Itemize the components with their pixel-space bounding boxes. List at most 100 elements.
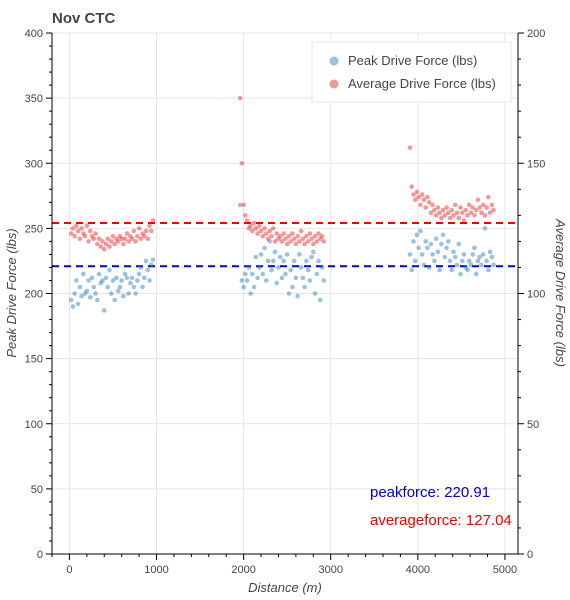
legend-marker-average bbox=[329, 79, 339, 89]
average-point bbox=[425, 194, 430, 200]
average-point bbox=[435, 205, 441, 210]
peak-point bbox=[463, 265, 469, 270]
peak-point bbox=[131, 284, 137, 290]
peak-point bbox=[411, 239, 416, 244]
peak-point bbox=[267, 239, 273, 244]
average-point bbox=[122, 236, 128, 242]
legend-label-average: Average Drive Force (lbs) bbox=[348, 76, 496, 91]
peak-point bbox=[484, 258, 489, 264]
average-point bbox=[108, 239, 114, 244]
average-point bbox=[432, 207, 437, 213]
peak-point bbox=[86, 278, 91, 283]
average-point bbox=[126, 239, 131, 244]
peak-point bbox=[487, 249, 493, 255]
average-point bbox=[307, 231, 313, 236]
average-point bbox=[491, 207, 496, 213]
peak-point bbox=[439, 241, 444, 247]
peak-point bbox=[110, 278, 116, 283]
y-tick-label: 400 bbox=[25, 28, 43, 40]
average-point bbox=[269, 233, 274, 239]
peak-point bbox=[489, 254, 495, 260]
average-point bbox=[482, 213, 488, 218]
average-point bbox=[79, 226, 84, 231]
peak-point bbox=[121, 293, 126, 299]
average-point bbox=[316, 231, 321, 236]
x-axis-label: Distance (m) bbox=[248, 580, 322, 595]
average-point bbox=[421, 197, 427, 203]
peak-point bbox=[419, 252, 425, 257]
legend-label-peak: Peak Drive Force (lbs) bbox=[348, 53, 477, 68]
average-point bbox=[486, 194, 491, 200]
average-point bbox=[101, 246, 107, 252]
average-point bbox=[145, 236, 151, 242]
peak-point bbox=[288, 267, 293, 273]
peak-point bbox=[314, 271, 320, 277]
peak-point bbox=[117, 284, 123, 290]
peak-point bbox=[482, 226, 488, 231]
average-point bbox=[84, 223, 90, 229]
peak-point bbox=[440, 232, 446, 238]
peak-point bbox=[461, 252, 467, 257]
peak-point bbox=[428, 241, 434, 247]
peak-point bbox=[258, 252, 264, 257]
average-point bbox=[428, 210, 434, 216]
average-point bbox=[433, 213, 439, 218]
peak-point bbox=[451, 249, 456, 255]
peak-point bbox=[442, 254, 448, 260]
average-point bbox=[468, 210, 474, 216]
peak-point bbox=[466, 258, 472, 264]
peak-point bbox=[277, 254, 283, 260]
average-point bbox=[444, 205, 449, 210]
average-point bbox=[107, 244, 112, 249]
average-point bbox=[314, 239, 320, 244]
peak-point bbox=[107, 267, 112, 273]
peak-point bbox=[88, 295, 93, 300]
peak-point bbox=[270, 258, 276, 264]
peak-point bbox=[298, 265, 304, 270]
average-point bbox=[442, 213, 448, 218]
average-point bbox=[124, 231, 130, 236]
y-tick-label: 200 bbox=[25, 289, 43, 301]
average-point bbox=[473, 207, 479, 213]
average-point bbox=[243, 213, 248, 218]
average-point bbox=[317, 236, 323, 242]
average-point bbox=[82, 233, 88, 239]
average-point bbox=[300, 236, 306, 242]
average-point bbox=[270, 226, 276, 231]
average-point bbox=[480, 202, 486, 208]
peak-point bbox=[297, 252, 302, 257]
peak-point bbox=[456, 241, 462, 247]
peak-point bbox=[84, 288, 90, 294]
peak-point bbox=[251, 284, 257, 290]
average-point bbox=[412, 197, 418, 203]
peak-point bbox=[430, 252, 435, 257]
average-point bbox=[135, 233, 140, 239]
average-point bbox=[263, 231, 269, 236]
average-point bbox=[94, 241, 100, 247]
average-point bbox=[321, 239, 327, 244]
average-point bbox=[461, 218, 467, 223]
average-point bbox=[105, 236, 111, 242]
peak-point bbox=[473, 271, 479, 277]
average-point bbox=[281, 231, 286, 236]
peak-point bbox=[98, 280, 104, 286]
average-point bbox=[295, 233, 300, 239]
peak-point bbox=[126, 291, 131, 296]
average-point bbox=[419, 192, 425, 197]
average-point bbox=[409, 184, 415, 189]
peak-point bbox=[148, 262, 154, 268]
peak-point bbox=[248, 291, 253, 296]
y2-tick-label: 150 bbox=[527, 158, 545, 170]
average-point bbox=[463, 207, 469, 213]
peak-point bbox=[100, 278, 105, 283]
average-point bbox=[439, 215, 444, 221]
average-point bbox=[81, 231, 86, 236]
average-point bbox=[466, 202, 472, 208]
peak-point bbox=[239, 278, 245, 283]
peak-point bbox=[115, 288, 121, 294]
y2-tick-label: 200 bbox=[527, 28, 545, 40]
average-point bbox=[119, 236, 124, 242]
average-point bbox=[260, 233, 266, 239]
peak-point bbox=[423, 239, 428, 244]
average-point bbox=[465, 213, 470, 218]
